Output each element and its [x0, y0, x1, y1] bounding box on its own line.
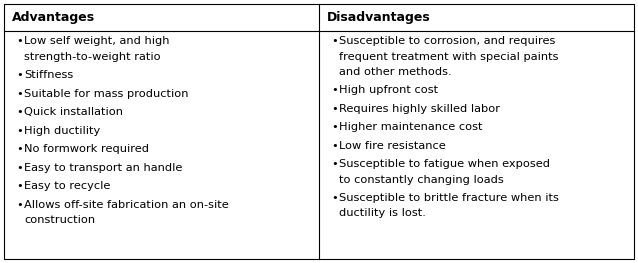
- Text: High upfront cost: High upfront cost: [339, 85, 438, 95]
- Text: •: •: [16, 89, 23, 99]
- Text: •: •: [16, 126, 23, 136]
- Text: Requires highly skilled labor: Requires highly skilled labor: [339, 104, 500, 114]
- Text: strength-to-weight ratio: strength-to-weight ratio: [24, 52, 161, 62]
- Text: •: •: [331, 141, 338, 151]
- Text: High ductility: High ductility: [24, 126, 100, 136]
- Text: to constantly changing loads: to constantly changing loads: [339, 175, 504, 185]
- Text: •: •: [16, 70, 23, 80]
- Text: •: •: [331, 193, 338, 203]
- Text: •: •: [331, 37, 338, 47]
- Text: Allows off-site fabrication an on-site: Allows off-site fabrication an on-site: [24, 200, 229, 210]
- Text: •: •: [331, 122, 338, 132]
- Text: •: •: [331, 159, 338, 169]
- Text: Easy to recycle: Easy to recycle: [24, 181, 110, 191]
- Text: and other methods.: and other methods.: [339, 67, 452, 77]
- Text: •: •: [331, 104, 338, 114]
- Text: •: •: [16, 200, 23, 210]
- Text: Easy to transport an handle: Easy to transport an handle: [24, 163, 182, 173]
- Text: Advantages: Advantages: [12, 11, 95, 24]
- Text: Low fire resistance: Low fire resistance: [339, 141, 446, 151]
- Text: Stiffness: Stiffness: [24, 70, 73, 80]
- Text: ductility is lost.: ductility is lost.: [339, 208, 426, 218]
- Text: frequent treatment with special paints: frequent treatment with special paints: [339, 52, 558, 62]
- Text: Susceptible to brittle fracture when its: Susceptible to brittle fracture when its: [339, 193, 559, 203]
- Text: •: •: [16, 144, 23, 154]
- Text: •: •: [16, 107, 23, 117]
- Text: Disadvantages: Disadvantages: [327, 11, 431, 24]
- Text: Low self weight, and high: Low self weight, and high: [24, 37, 170, 47]
- Text: Quick installation: Quick installation: [24, 107, 123, 117]
- Text: •: •: [16, 163, 23, 173]
- Text: Susceptible to fatigue when exposed: Susceptible to fatigue when exposed: [339, 159, 550, 169]
- Text: Susceptible to corrosion, and requires: Susceptible to corrosion, and requires: [339, 37, 555, 47]
- Text: •: •: [16, 37, 23, 47]
- Text: construction: construction: [24, 215, 95, 225]
- Text: Suitable for mass production: Suitable for mass production: [24, 89, 188, 99]
- Text: •: •: [16, 181, 23, 191]
- Text: Higher maintenance cost: Higher maintenance cost: [339, 122, 482, 132]
- Text: •: •: [331, 85, 338, 95]
- Text: No formwork required: No formwork required: [24, 144, 149, 154]
